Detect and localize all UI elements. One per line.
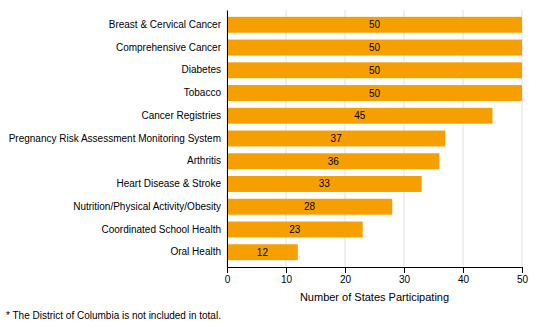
x-tick: 50 [517, 267, 529, 285]
plot: 0 10 20 30 40 50 Breast & Cervical Cancer Compr… [9, 10, 529, 303]
y-tick-label: Heart Disease & Stroke [117, 178, 222, 189]
data-label: 33 [319, 178, 331, 189]
y-tick-label: Diabetes [182, 64, 221, 75]
bar [227, 222, 363, 238]
bar [227, 17, 522, 33]
data-label: 45 [354, 110, 366, 121]
x-tick: 10 [281, 267, 293, 285]
x-tick-mark [286, 267, 287, 273]
bar [227, 199, 392, 215]
footnote: * The District of Columbia is not includ… [6, 310, 221, 321]
data-label: 50 [369, 65, 381, 76]
x-tick: 20 [340, 267, 352, 285]
x-axis-title: Number of States Participating [300, 291, 449, 303]
data-label: 36 [328, 156, 340, 167]
y-tick-label: Breast & Cervical Cancer [109, 19, 222, 30]
x-tick-mark [404, 267, 405, 273]
chart: 0 10 20 30 40 50 Breast & Cervical Cancer Compr… [0, 0, 540, 325]
y-tick: Breast & Cervical Cancer [109, 19, 227, 30]
y-tick: Cancer Registries [142, 110, 227, 121]
y-tick-label: Pregnancy Risk Assessment Monitoring Sys… [9, 133, 221, 144]
x-tick-label: 0 [225, 274, 231, 285]
y-tick: Tobacco [184, 87, 227, 98]
y-axis-line [227, 11, 228, 268]
bar [227, 40, 522, 56]
bars [227, 17, 522, 260]
x-tick-label: 50 [517, 274, 529, 285]
y-tick: Heart Disease & Stroke [117, 178, 228, 189]
x-tick: 30 [399, 267, 411, 285]
grid-line [227, 10, 228, 267]
x-axis-line [228, 268, 523, 274]
data-label: 50 [369, 88, 381, 99]
y-tick-label: Coordinated School Health [101, 224, 221, 235]
bar [227, 85, 522, 101]
x-tick-label: 20 [340, 274, 352, 285]
x-tick-label: 40 [458, 274, 470, 285]
data-label: 28 [304, 201, 316, 212]
y-tick-label: Tobacco [184, 87, 222, 98]
y-tick: Comprehensive Cancer [116, 42, 227, 53]
x-tick: 40 [458, 267, 470, 285]
data-labels: 5050505045373633282312 [257, 19, 381, 257]
data-label: 50 [369, 42, 381, 53]
x-tick-label: 10 [281, 274, 293, 285]
y-tick: Arthritis [187, 155, 227, 166]
y-tick-label: Arthritis [187, 155, 221, 166]
data-label: 12 [257, 247, 269, 258]
bar [227, 108, 493, 124]
y-tick: Nutrition/Physical Activity/Obesity [73, 201, 227, 212]
bar [227, 176, 422, 192]
x-tick-mark [463, 267, 464, 273]
y-tick: Oral Health [170, 246, 227, 257]
y-tick: Diabetes [182, 64, 227, 75]
data-label: 50 [369, 19, 381, 30]
x-tick: 0 [225, 267, 231, 285]
x-tick-mark [227, 267, 228, 273]
bar [227, 131, 445, 147]
x-tick-mark [522, 267, 523, 273]
y-tick: Pregnancy Risk Assessment Monitoring Sys… [9, 133, 227, 144]
y-axis: Breast & Cervical Cancer Comprehensive Ca… [9, 11, 228, 268]
x-tick-label: 30 [399, 274, 411, 285]
data-label: 37 [331, 133, 343, 144]
y-tick-label: Cancer Registries [142, 110, 221, 121]
grid [227, 10, 522, 267]
y-tick-label: Comprehensive Cancer [116, 42, 222, 53]
y-tick-label: Nutrition/Physical Activity/Obesity [73, 201, 221, 212]
y-tick: Coordinated School Health [101, 224, 227, 235]
x-axis: 0 10 20 30 40 50 [225, 267, 529, 285]
bar [227, 153, 439, 169]
bar [227, 244, 298, 260]
x-tick-mark [345, 267, 346, 273]
y-tick-label: Oral Health [170, 246, 221, 257]
data-label: 23 [289, 224, 301, 235]
bar [227, 62, 522, 78]
